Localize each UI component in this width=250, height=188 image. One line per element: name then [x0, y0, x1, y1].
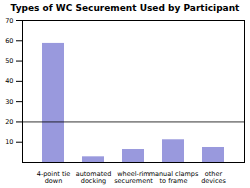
svg-text:wheel-rimsecurement: wheel-rimsecurement: [114, 170, 153, 185]
html-text:Types of WC Securement Used by: Types of WC Securement Used by Participa…: [10, 3, 240, 13]
svg-text:50: 50: [5, 57, 13, 65]
svg-text:30: 30: [5, 98, 13, 106]
svg-text:20: 20: [5, 118, 13, 126]
svg-text:10: 10: [5, 138, 13, 146]
svg-text:automateddocking: automateddocking: [76, 170, 112, 185]
svg-text:otherdevices: otherdevices: [201, 170, 226, 185]
svg-text:60: 60: [5, 37, 13, 45]
svg-text:70: 70: [5, 17, 13, 25]
svg-text:manual clampsto frame: manual clampsto frame: [149, 170, 199, 185]
svg-text:4-point tiedown: 4-point tiedown: [37, 170, 70, 185]
svg-text:40: 40: [5, 77, 13, 85]
